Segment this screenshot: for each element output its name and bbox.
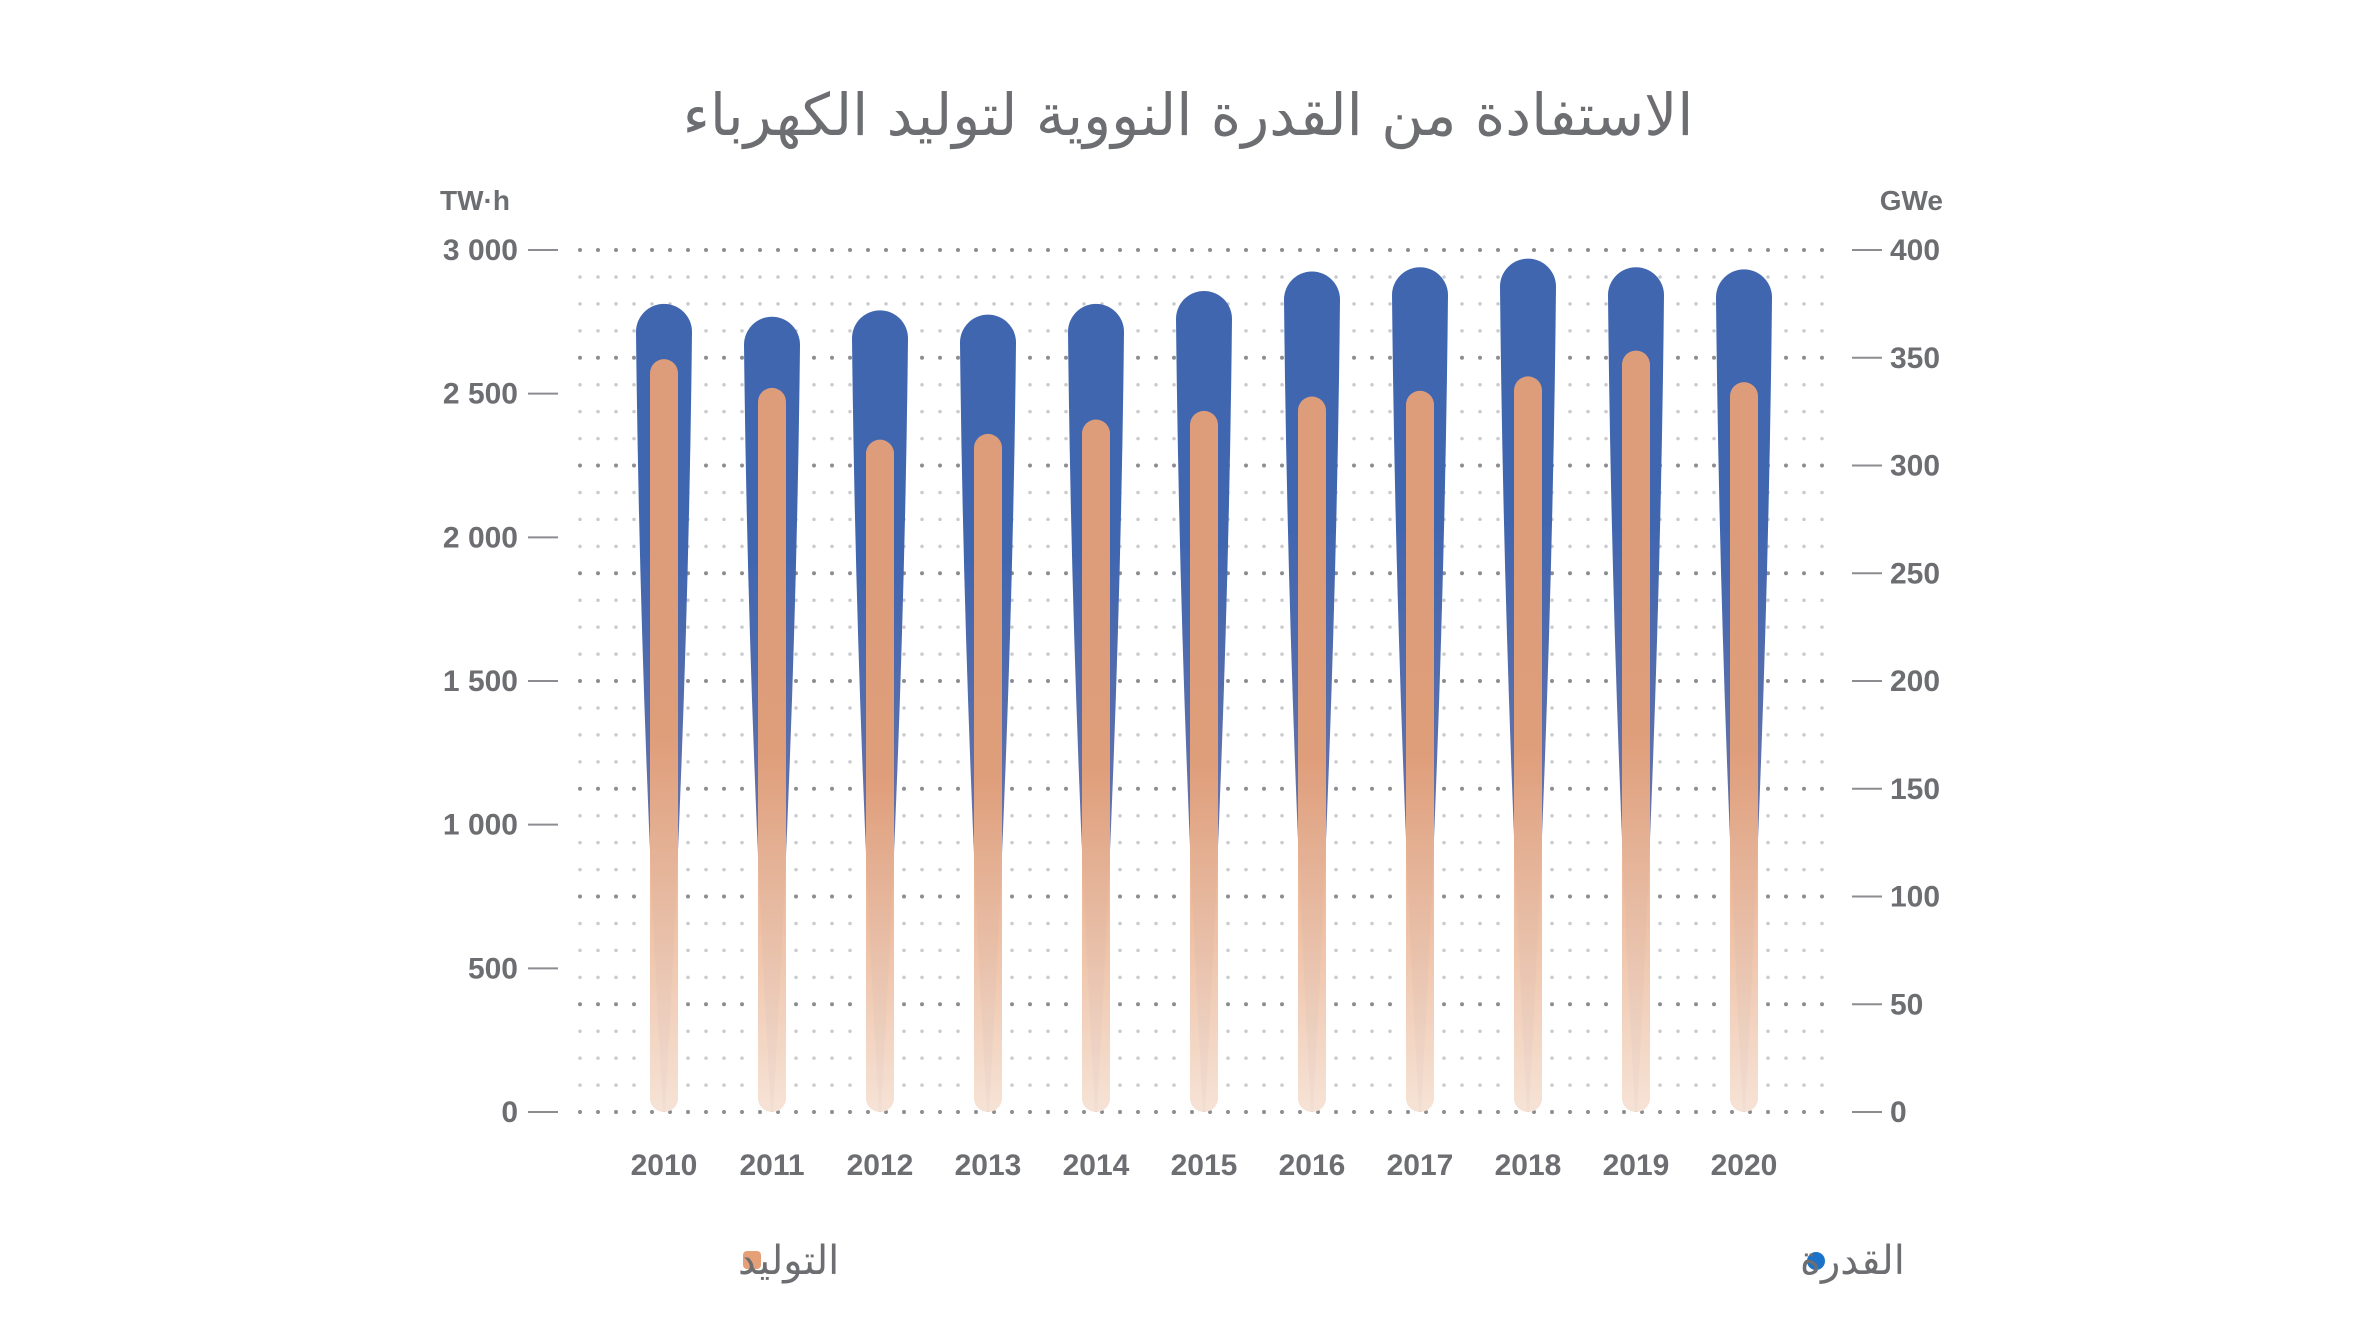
chart-title: الاستفادة من القدرة النووية لتوليد الكهر… <box>683 81 1694 150</box>
x-tick-label: 2016 <box>1279 1149 1346 1182</box>
bars <box>636 258 1772 1113</box>
left-tick-label: 500 <box>468 952 518 985</box>
x-axis-labels: 2010 2011 2012 2013 2014 2015 2016 2017 2018 2019… <box>631 1149 1778 1182</box>
x-tick-label: 2019 <box>1603 1149 1670 1182</box>
generation-bar-overlay-2013 <box>974 433 1002 1113</box>
right-tick-label: 100 <box>1890 881 1940 914</box>
legend-marker-capacity <box>1807 1252 1825 1270</box>
right-tick-label: 350 <box>1890 342 1940 375</box>
legend-label-capacity: القدرة <box>1800 1238 1905 1284</box>
right-tick-label: 150 <box>1890 773 1940 806</box>
x-tick-label: 2017 <box>1387 1149 1454 1182</box>
x-tick-label: 2014 <box>1063 1149 1130 1182</box>
axes: 0 500 1 000 1 500 2 000 2 500 3 000 0 50 100 150 20… <box>443 234 1940 1129</box>
right-tick-label: 0 <box>1890 1096 1907 1129</box>
left-tick-label: 1 500 <box>443 665 518 698</box>
left-tick-label: 3 000 <box>443 234 518 267</box>
right-tick-label: 50 <box>1890 988 1923 1021</box>
right-axis-unit: GWe <box>1880 185 1943 216</box>
x-tick-label: 2020 <box>1711 1149 1778 1182</box>
generation-bar-overlay-2012 <box>866 439 894 1112</box>
left-tick-label: 2 000 <box>443 521 518 554</box>
left-tick-label: 0 <box>501 1096 518 1129</box>
generation-bar-overlay-2016 <box>1298 396 1326 1112</box>
generation-bar-overlay-2018 <box>1514 376 1542 1113</box>
legend-marker-generation <box>743 1251 761 1269</box>
x-tick-label: 2011 <box>739 1149 804 1182</box>
generation-bar-overlay-2015 <box>1190 410 1218 1112</box>
x-tick-label: 2015 <box>1171 1149 1238 1182</box>
generation-bar-overlay-2011 <box>758 387 786 1112</box>
legend: القدرة التوليد <box>738 1238 1905 1284</box>
legend-item-generation: التوليد <box>738 1238 839 1284</box>
legend-item-capacity: القدرة <box>1800 1238 1905 1284</box>
left-axis-unit: TW·h <box>440 185 510 216</box>
right-tick-label: 300 <box>1890 450 1940 483</box>
legend-label-generation: التوليد <box>738 1238 839 1284</box>
generation-bar-overlay-2014 <box>1082 419 1110 1112</box>
generation-bar-overlay-2017 <box>1406 390 1434 1112</box>
right-tick-label: 400 <box>1890 234 1940 267</box>
right-tick-label: 250 <box>1890 557 1940 590</box>
left-tick-label: 1 000 <box>443 809 518 842</box>
left-tick-label: 2 500 <box>443 378 518 411</box>
x-tick-label: 2013 <box>955 1149 1022 1182</box>
x-tick-label: 2010 <box>631 1149 698 1182</box>
generation-bar-overlay-2020 <box>1730 382 1758 1112</box>
x-tick-label: 2018 <box>1495 1149 1562 1182</box>
right-tick-label: 200 <box>1890 665 1940 698</box>
generation-bar-overlay-2019 <box>1622 350 1650 1113</box>
x-tick-label: 2012 <box>847 1149 914 1182</box>
generation-bar-overlay-2010 <box>650 359 678 1113</box>
